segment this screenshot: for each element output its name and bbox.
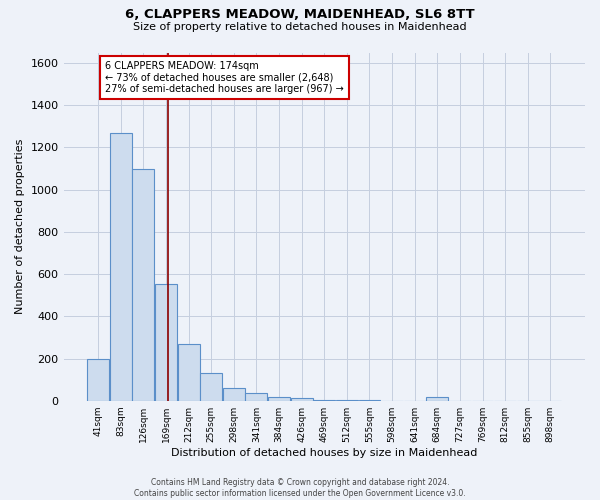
Text: Size of property relative to detached houses in Maidenhead: Size of property relative to detached ho… (133, 22, 467, 32)
Bar (133, 168, 154, 400)
Y-axis label: Number of detached properties: Number of detached properties (15, 139, 25, 314)
Bar (427, 397, 448, 400)
Bar (291, 398, 313, 400)
Text: 6, CLAPPERS MEADOW, MAIDENHEAD, SL6 8TT: 6, CLAPPERS MEADOW, MAIDENHEAD, SL6 8TT (125, 8, 475, 20)
Bar (87, 359, 109, 401)
Bar (245, 394, 268, 400)
Bar (200, 374, 222, 400)
X-axis label: Distribution of detached houses by size in Maidenhead: Distribution of detached houses by size … (171, 448, 478, 458)
Bar (268, 397, 290, 400)
Bar (155, 284, 177, 401)
Bar (178, 344, 200, 400)
Text: 6 CLAPPERS MEADOW: 174sqm
← 73% of detached houses are smaller (2,648)
27% of se: 6 CLAPPERS MEADOW: 174sqm ← 73% of detac… (105, 61, 344, 94)
Bar (110, 132, 132, 400)
Text: Contains HM Land Registry data © Crown copyright and database right 2024.
Contai: Contains HM Land Registry data © Crown c… (134, 478, 466, 498)
Bar (223, 388, 245, 400)
